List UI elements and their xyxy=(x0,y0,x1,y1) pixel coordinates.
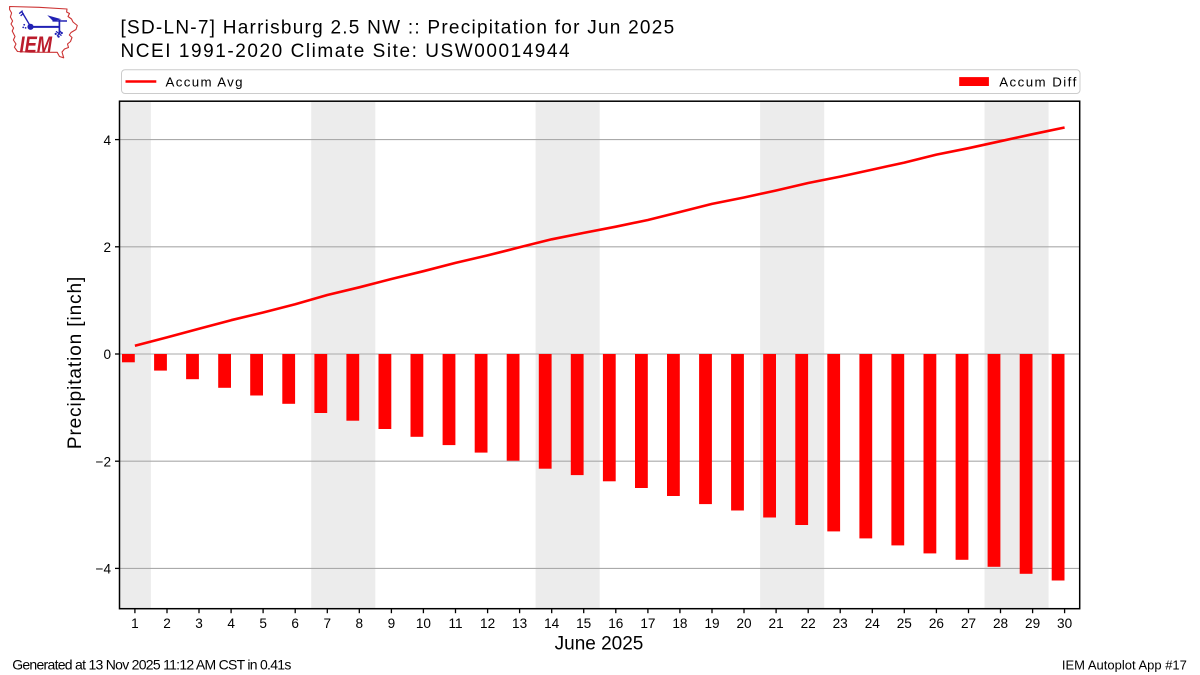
svg-text:Accum Avg: Accum Avg xyxy=(166,74,244,89)
svg-text:29: 29 xyxy=(1025,616,1040,631)
svg-text:9: 9 xyxy=(388,616,396,631)
svg-text:2: 2 xyxy=(163,616,171,631)
svg-text:27: 27 xyxy=(961,616,976,631)
svg-text:−4: −4 xyxy=(96,562,112,577)
svg-text:19: 19 xyxy=(704,616,719,631)
svg-text:1: 1 xyxy=(131,616,139,631)
svg-text:4: 4 xyxy=(103,133,111,148)
svg-text:13: 13 xyxy=(512,616,527,631)
svg-text:30: 30 xyxy=(1057,616,1073,631)
svg-text:18: 18 xyxy=(672,616,687,631)
svg-text:14: 14 xyxy=(544,616,560,631)
svg-text:21: 21 xyxy=(769,616,784,631)
svg-text:23: 23 xyxy=(833,616,848,631)
svg-text:[SD-LN-7] Harrisburg 2.5 NW ::: [SD-LN-7] Harrisburg 2.5 NW :: Precipita… xyxy=(121,17,676,38)
svg-text:20: 20 xyxy=(736,616,752,631)
svg-text:3: 3 xyxy=(195,616,203,631)
svg-text:IEM Autoplot App #17: IEM Autoplot App #17 xyxy=(1062,657,1187,672)
svg-text:11: 11 xyxy=(448,616,462,631)
svg-text:Precipitation [inch]: Precipitation [inch] xyxy=(65,276,86,449)
svg-text:0: 0 xyxy=(103,347,111,362)
svg-text:24: 24 xyxy=(865,616,881,631)
svg-text:Accum Diff: Accum Diff xyxy=(999,74,1078,89)
svg-text:NCEI 1991-2020 Climate Site: U: NCEI 1991-2020 Climate Site: USW00014944 xyxy=(121,41,572,62)
svg-text:12: 12 xyxy=(480,616,495,631)
svg-text:5: 5 xyxy=(259,616,267,631)
svg-text:16: 16 xyxy=(608,616,623,631)
svg-text:28: 28 xyxy=(993,616,1008,631)
svg-text:22: 22 xyxy=(801,616,816,631)
svg-text:4: 4 xyxy=(227,616,235,631)
svg-text:25: 25 xyxy=(897,616,912,631)
svg-text:6: 6 xyxy=(291,616,299,631)
svg-text:26: 26 xyxy=(929,616,944,631)
svg-text:15: 15 xyxy=(576,616,591,631)
svg-text:17: 17 xyxy=(640,616,655,631)
svg-text:June 2025: June 2025 xyxy=(555,634,644,655)
svg-text:−2: −2 xyxy=(96,454,112,469)
svg-text:10: 10 xyxy=(416,616,432,631)
svg-text:7: 7 xyxy=(324,616,332,631)
svg-text:Generated at 13 Nov 2025 11:12: Generated at 13 Nov 2025 11:12 AM CST in… xyxy=(12,657,291,673)
svg-text:8: 8 xyxy=(356,616,364,631)
svg-text:IEM: IEM xyxy=(20,33,53,59)
svg-text:2: 2 xyxy=(103,240,111,255)
